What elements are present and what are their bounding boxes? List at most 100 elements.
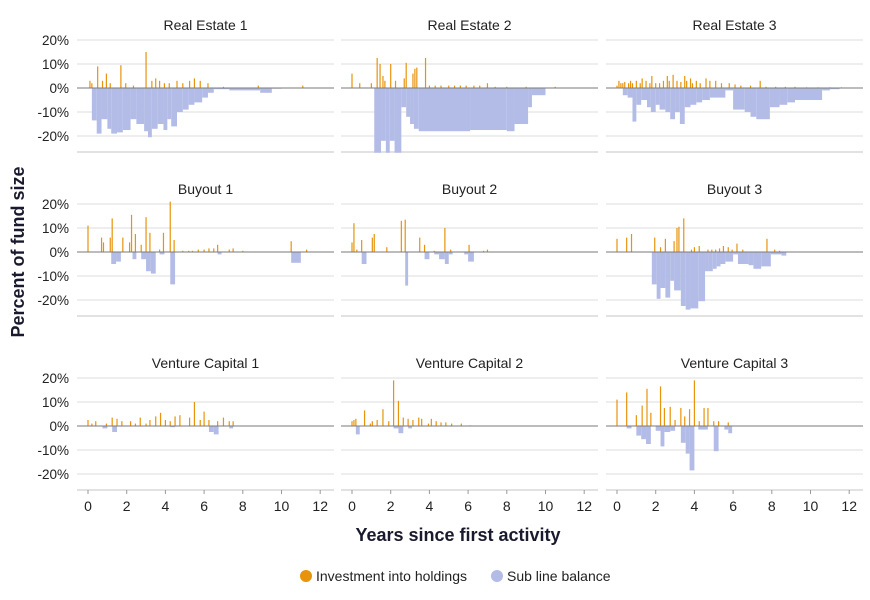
- investment-bar: [217, 421, 219, 426]
- x-tick-label: 4: [162, 498, 170, 514]
- panel-title: Buyout 3: [707, 181, 762, 197]
- investment-bar: [775, 86, 777, 88]
- legend-swatch-investment: [300, 570, 312, 582]
- investment-bar: [139, 417, 141, 426]
- investment-bar: [734, 84, 736, 88]
- sub-line-bar: [690, 252, 699, 309]
- sub-line-bar: [679, 88, 685, 124]
- sub-line-bar: [107, 88, 112, 129]
- investment-bar: [388, 421, 390, 426]
- investment-bar: [424, 58, 427, 88]
- sub-line-bar: [622, 88, 628, 96]
- x-tick-label: 6: [464, 498, 472, 514]
- investment-bar: [650, 412, 652, 426]
- sub-line-bar: [725, 88, 734, 91]
- investment-bar: [404, 219, 406, 252]
- investment-bar: [628, 83, 630, 88]
- sub-line-bar: [670, 426, 676, 431]
- panel: Buyout 1 20% 10% 0% -10% -20%: [37, 181, 334, 317]
- sub-line-bar: [770, 252, 782, 255]
- sub-line-bar: [665, 252, 671, 298]
- y-tick-label: 20%: [42, 371, 69, 386]
- investment-bar: [134, 234, 137, 252]
- investment-bar: [720, 83, 723, 88]
- investment-bar: [386, 247, 388, 252]
- y-axis-title: Percent of fund size: [8, 166, 28, 337]
- investment-bar: [428, 85, 430, 88]
- x-tick-label: 4: [426, 498, 434, 514]
- investment-bar: [149, 420, 151, 426]
- investment-bar: [718, 248, 721, 252]
- sub-line-bar: [150, 252, 156, 274]
- sub-line-bar: [506, 88, 515, 132]
- sub-line-bar: [132, 252, 137, 260]
- investment-bar: [382, 76, 384, 88]
- investment-bar: [163, 83, 166, 88]
- panel-title: Real Estate 1: [163, 17, 247, 33]
- sub-line-bar: [724, 426, 729, 430]
- investment-bar: [444, 228, 446, 252]
- investment-bar: [711, 249, 713, 252]
- sub-line-bar: [744, 88, 751, 112]
- panel-title: Buyout 1: [178, 181, 233, 197]
- investment-bar: [672, 74, 674, 88]
- investment-bar: [641, 78, 643, 88]
- sub-line-bar: [702, 88, 710, 100]
- sub-line-bar: [626, 426, 632, 429]
- sub-line-bar: [468, 252, 474, 262]
- investment-bar: [419, 237, 421, 252]
- investment-bar: [418, 417, 420, 426]
- sub-line-bar: [753, 252, 762, 269]
- investment-bar: [109, 83, 111, 88]
- investment-bar: [158, 249, 161, 252]
- investment-bar: [182, 83, 184, 88]
- investment-bar: [105, 423, 107, 426]
- investment-bar: [698, 421, 700, 426]
- investment-bar: [494, 86, 496, 88]
- investment-bar: [630, 234, 633, 252]
- y-tick-label: 20%: [42, 197, 69, 212]
- sub-line-bar: [444, 252, 449, 264]
- investment-bar: [705, 78, 707, 88]
- investment-bar: [689, 78, 692, 88]
- investment-bar: [182, 250, 184, 252]
- investment-bar: [145, 217, 147, 252]
- sub-line-bar: [665, 88, 671, 112]
- sub-line-bar: [434, 252, 440, 255]
- sub-line-bar: [698, 252, 706, 302]
- investment-bar: [460, 423, 462, 426]
- investment-bar: [394, 80, 397, 88]
- x-tick-label: 0: [613, 498, 621, 514]
- sub-line-bar: [632, 88, 637, 122]
- investment-bar: [695, 80, 697, 88]
- investment-bar: [693, 380, 695, 426]
- y-tick-label: 10%: [42, 221, 69, 236]
- investment-bar: [363, 410, 366, 426]
- investment-bar: [197, 249, 199, 252]
- sub-line-bar: [91, 88, 97, 121]
- investment-bar: [203, 411, 205, 426]
- sub-line-bar: [670, 252, 675, 281]
- sub-line-bar: [680, 252, 686, 306]
- sub-line-bar: [101, 88, 108, 120]
- legend-label-sub-line: Sub line balance: [507, 568, 611, 584]
- sub-line-bar: [761, 252, 771, 267]
- investment-bar: [403, 78, 405, 88]
- sub-line-bar: [393, 426, 399, 429]
- investment-bar: [680, 82, 682, 88]
- sub-line-bar: [470, 88, 507, 130]
- sub-line-bar: [213, 426, 219, 435]
- investment-bar: [382, 409, 384, 426]
- investment-bar: [351, 73, 353, 88]
- investment-bar: [125, 83, 127, 88]
- investment-bar: [91, 83, 93, 88]
- sub-line-bar: [207, 88, 214, 93]
- investment-bar: [306, 249, 308, 252]
- investment-bar: [369, 423, 371, 426]
- investment-bar: [479, 85, 481, 88]
- sub-line-bar: [117, 88, 123, 133]
- investment-bar: [427, 423, 430, 426]
- sub-line-bar: [685, 426, 690, 454]
- x-tick-label: 12: [576, 498, 592, 514]
- sub-line-bar: [737, 252, 749, 264]
